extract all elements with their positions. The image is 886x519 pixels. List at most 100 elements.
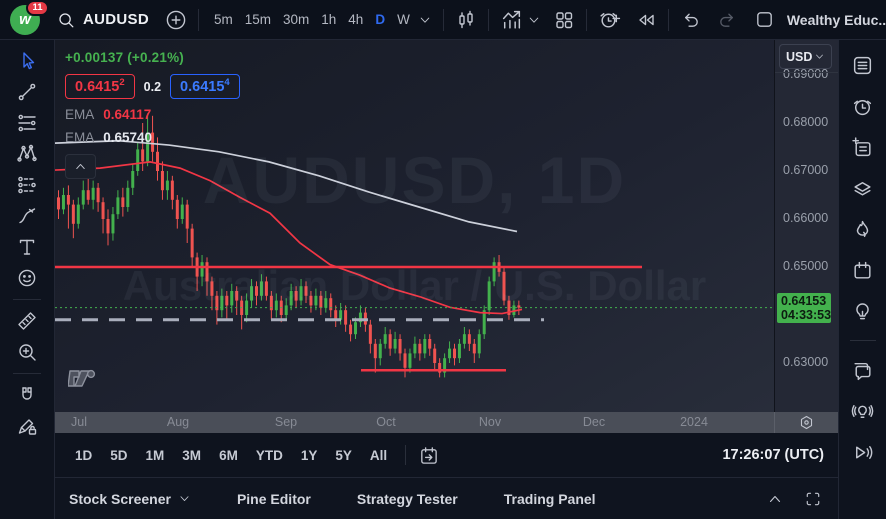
measure-tool[interactable]	[13, 309, 41, 333]
broker-logo[interactable]: w 11	[10, 0, 49, 35]
candlestick-chart[interactable]	[55, 40, 774, 412]
layout-grid-icon	[556, 11, 573, 28]
symbol-search[interactable]: AUDUSD	[56, 10, 149, 30]
timeframe-1d[interactable]: D	[375, 12, 386, 27]
alerts-button[interactable]	[849, 94, 877, 118]
redo-button[interactable]	[715, 7, 740, 32]
maximize-icon	[806, 492, 820, 505]
divider	[197, 8, 199, 31]
live-ideas-icon	[851, 404, 874, 418]
sell-button[interactable]: 0.64152	[65, 74, 135, 100]
divider	[13, 299, 41, 300]
chart-pane[interactable]: AUDUSD, 1D Australian Dollar / U.S. Doll…	[55, 40, 774, 412]
range-3m[interactable]: 3M	[182, 447, 202, 463]
forecast-icon	[18, 176, 36, 194]
timeframe-menu-button[interactable]	[416, 11, 434, 29]
watchlist-icon	[853, 56, 872, 74]
range-6m[interactable]: 6M	[219, 447, 238, 463]
zoom-in-tool[interactable]	[13, 340, 41, 364]
indicator-legend-row[interactable]: EMA 0.65740	[65, 130, 240, 145]
fib-retracement-tool[interactable]	[13, 111, 41, 135]
currency-select[interactable]: USD	[779, 44, 832, 69]
indicators-button[interactable]	[498, 6, 525, 33]
price-axis[interactable]: USD 0.69000 0.68000 0.67000 0.66000 0.65000 0…	[774, 40, 838, 412]
cursor-tool[interactable]	[13, 49, 41, 73]
go-to-date-button[interactable]	[416, 443, 441, 468]
drawing-lock-tool[interactable]	[13, 414, 41, 438]
ideas-button[interactable]	[849, 299, 877, 323]
watchlist-button[interactable]	[849, 53, 877, 77]
time-axis-label: Sep	[274, 415, 298, 429]
calendar-icon	[854, 261, 871, 279]
range-all[interactable]: All	[369, 447, 388, 463]
utc-clock[interactable]: 17:26:07 (UTC)	[722, 447, 824, 463]
time-axis[interactable]: Jul Aug Sep Oct Nov Dec 2024	[55, 412, 838, 433]
tab-strategy-tester[interactable]: Strategy Tester	[357, 491, 458, 507]
tradingview-logo[interactable]	[67, 367, 98, 394]
divider	[442, 8, 444, 31]
timeframe-30m[interactable]: 30m	[283, 12, 310, 27]
buy-button[interactable]: 0.64154	[170, 74, 240, 100]
text-tool[interactable]	[13, 235, 41, 259]
tab-stock-screener[interactable]: Stock Screener	[69, 491, 191, 507]
object-tree-button[interactable]	[849, 176, 877, 200]
ideas-icon	[856, 302, 869, 319]
zoom-in-icon	[19, 344, 36, 361]
hotlists-button[interactable]	[849, 217, 877, 241]
chevron-down-icon	[529, 17, 539, 23]
expand-panel-button[interactable]	[764, 488, 786, 510]
bid-price: 0.6415	[75, 78, 120, 95]
timeframe-4h[interactable]: 4h	[348, 12, 364, 27]
brush-tool[interactable]	[13, 204, 41, 228]
trend-line-tool[interactable]	[13, 80, 41, 104]
xabcd-pattern-tool[interactable]	[13, 142, 41, 166]
price-axis-label: 0.68000	[783, 115, 829, 129]
time-axis-label: Dec	[582, 415, 606, 429]
user-menu[interactable]: Wealthy Educ...	[786, 11, 886, 28]
streams-button[interactable]	[849, 440, 877, 464]
maximize-panel-button[interactable]	[802, 488, 824, 510]
range-1y[interactable]: 1Y	[300, 447, 318, 463]
calendar-button[interactable]	[849, 258, 877, 282]
streams-icon	[856, 445, 873, 459]
range-5d[interactable]: 5D	[110, 447, 128, 463]
time-axis-label: Jul	[71, 415, 87, 429]
timeframe-1h[interactable]: 1h	[321, 12, 337, 27]
redo-icon	[719, 13, 733, 27]
range-1m[interactable]: 1M	[145, 447, 165, 463]
go-to-date-icon	[421, 446, 437, 464]
chart-style-button[interactable]	[453, 7, 479, 33]
notification-badge: 11	[25, 0, 49, 16]
layout-button[interactable]	[551, 7, 577, 33]
range-ytd[interactable]: YTD	[255, 447, 283, 463]
chart-settings-button[interactable]	[774, 412, 838, 433]
tab-pine-editor[interactable]: Pine Editor	[237, 491, 311, 507]
add-symbol-button[interactable]	[163, 7, 189, 33]
timeframe-5m[interactable]: 5m	[213, 12, 233, 27]
live-ideas-button[interactable]	[849, 399, 877, 423]
divider	[667, 8, 669, 31]
emoji-tool[interactable]	[13, 266, 41, 290]
price-axis-label: 0.63000	[783, 355, 829, 369]
tab-label: Pine Editor	[236, 490, 311, 507]
bar-replay-icon	[639, 14, 654, 25]
indicators-icon	[502, 10, 520, 29]
indicator-legend-row[interactable]: EMA 0.64117	[65, 107, 240, 122]
tab-trading-panel[interactable]: Trading Panel	[504, 491, 596, 507]
indicators-menu-button[interactable]	[525, 11, 543, 29]
timeframe-1w[interactable]: W	[397, 12, 410, 27]
snapshot-button[interactable]	[752, 7, 777, 32]
magnet-tool[interactable]	[13, 383, 41, 407]
notes-button[interactable]	[849, 135, 877, 159]
chat-button[interactable]	[849, 358, 877, 382]
range-5y[interactable]: 5Y	[335, 447, 352, 463]
emoji-icon	[18, 269, 36, 287]
forecast-tool[interactable]	[13, 173, 41, 197]
timeframe-15m[interactable]: 15m	[244, 12, 271, 27]
undo-button[interactable]	[678, 7, 703, 32]
legend-collapse-button[interactable]	[65, 154, 96, 180]
bar-replay-button[interactable]	[633, 7, 659, 33]
time-axis-label: Aug	[166, 415, 190, 429]
create-alert-button[interactable]	[596, 6, 623, 33]
range-1d[interactable]: 1D	[75, 447, 93, 463]
